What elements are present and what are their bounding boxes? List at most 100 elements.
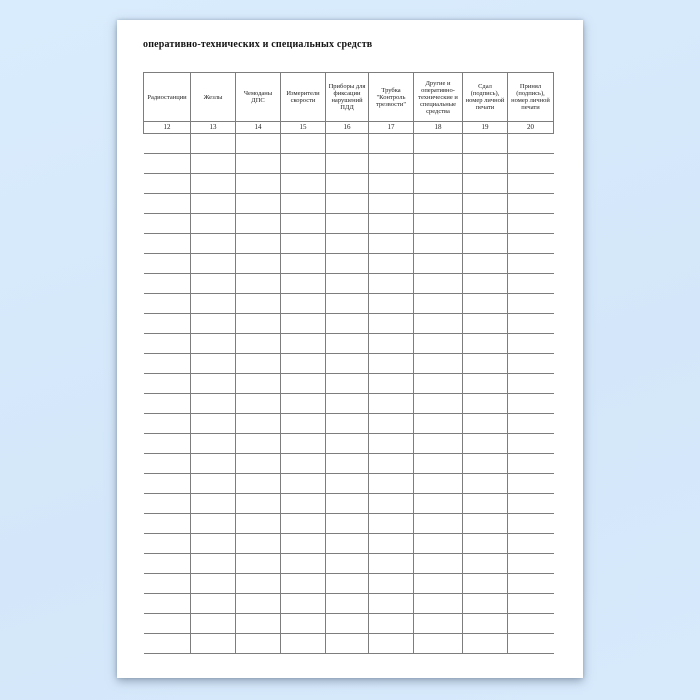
empty-cell xyxy=(507,153,554,174)
empty-cell xyxy=(143,613,191,634)
empty-cell xyxy=(413,233,463,254)
empty-cell xyxy=(507,453,554,474)
empty-cell xyxy=(280,513,326,534)
empty-cell xyxy=(325,273,369,294)
column-number-17: 17 xyxy=(368,121,414,134)
column-header-16: Приборы для фиксации нарушений ПДД xyxy=(325,72,369,122)
empty-cell xyxy=(325,553,369,574)
empty-cell xyxy=(507,433,554,454)
empty-cell xyxy=(190,633,236,654)
empty-cell xyxy=(413,633,463,654)
empty-cell xyxy=(280,493,326,514)
empty-cell xyxy=(235,253,281,274)
empty-cell xyxy=(368,593,414,614)
empty-cell xyxy=(368,573,414,594)
empty-cell xyxy=(507,553,554,574)
empty-cell xyxy=(368,433,414,454)
column-header-17: Трубка "Контроль трезвости" xyxy=(368,72,414,122)
empty-cell xyxy=(325,433,369,454)
empty-cell xyxy=(462,473,508,494)
empty-cell xyxy=(235,573,281,594)
empty-cell xyxy=(507,413,554,434)
empty-cell xyxy=(462,453,508,474)
empty-cell xyxy=(325,213,369,234)
empty-cell xyxy=(280,373,326,394)
table-row xyxy=(143,253,554,274)
empty-cell xyxy=(368,493,414,514)
empty-cell xyxy=(143,273,191,294)
empty-cell xyxy=(368,353,414,374)
empty-cell xyxy=(507,233,554,254)
empty-cell xyxy=(325,453,369,474)
empty-cell xyxy=(368,293,414,314)
empty-cell xyxy=(368,333,414,354)
empty-cell xyxy=(190,193,236,214)
empty-cell xyxy=(325,633,369,654)
table-row xyxy=(143,233,554,254)
empty-cell xyxy=(507,313,554,334)
empty-cell xyxy=(507,253,554,274)
table-row xyxy=(143,293,554,314)
empty-cell xyxy=(368,313,414,334)
empty-cell xyxy=(143,433,191,454)
empty-cell xyxy=(507,333,554,354)
empty-cell xyxy=(325,373,369,394)
empty-cell xyxy=(143,453,191,474)
empty-cell xyxy=(462,133,508,154)
empty-cell xyxy=(235,533,281,554)
document-page: оперативно-технических и специальных сре… xyxy=(117,20,583,678)
empty-cell xyxy=(507,573,554,594)
empty-cell xyxy=(325,153,369,174)
empty-cell xyxy=(462,193,508,214)
empty-cell xyxy=(507,513,554,534)
empty-cell xyxy=(143,413,191,434)
empty-cell xyxy=(235,293,281,314)
empty-cell xyxy=(280,533,326,554)
empty-cell xyxy=(413,173,463,194)
column-number-18: 18 xyxy=(413,121,463,134)
empty-cell xyxy=(325,313,369,334)
empty-cell xyxy=(235,373,281,394)
table-row xyxy=(143,613,554,634)
empty-cell xyxy=(462,213,508,234)
empty-cell xyxy=(325,333,369,354)
table-row xyxy=(143,173,554,194)
empty-cell xyxy=(190,273,236,294)
empty-cell xyxy=(235,413,281,434)
empty-cell xyxy=(143,573,191,594)
empty-cell xyxy=(413,533,463,554)
empty-cell xyxy=(325,473,369,494)
empty-cell xyxy=(507,173,554,194)
column-number-13: 13 xyxy=(190,121,236,134)
empty-cell xyxy=(280,453,326,474)
empty-cell xyxy=(462,253,508,274)
equipment-table: Радиостанции Жезлы Чемоданы ДПС Измерители … xyxy=(143,72,554,654)
table-row xyxy=(143,213,554,234)
empty-cell xyxy=(190,333,236,354)
table-row xyxy=(143,273,554,294)
empty-cell xyxy=(280,433,326,454)
empty-cell xyxy=(325,393,369,414)
empty-cell xyxy=(413,253,463,274)
empty-cell xyxy=(190,233,236,254)
empty-cell xyxy=(280,173,326,194)
empty-cell xyxy=(462,593,508,614)
empty-cell xyxy=(143,313,191,334)
empty-cell xyxy=(413,393,463,414)
column-number-14: 14 xyxy=(235,121,281,134)
empty-cell xyxy=(462,313,508,334)
empty-cell xyxy=(368,553,414,574)
empty-cell xyxy=(325,353,369,374)
empty-cell xyxy=(143,213,191,234)
table-row xyxy=(143,633,554,654)
empty-cell xyxy=(190,373,236,394)
empty-cell xyxy=(143,393,191,414)
empty-cell xyxy=(280,213,326,234)
empty-cell xyxy=(413,373,463,394)
empty-cell xyxy=(143,133,191,154)
column-header-15: Измерители скорости xyxy=(280,72,326,122)
empty-cell xyxy=(325,513,369,534)
empty-cell xyxy=(462,173,508,194)
empty-cell xyxy=(143,233,191,254)
